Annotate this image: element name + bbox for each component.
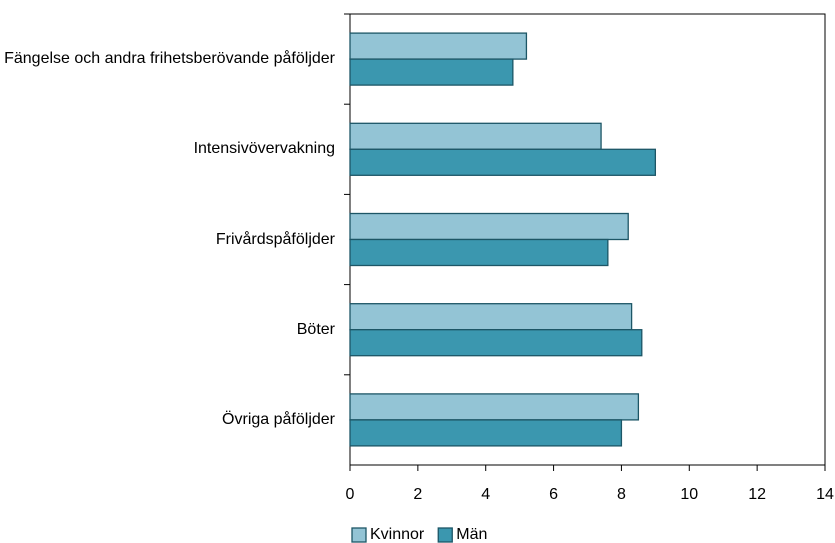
bar (349, 32, 528, 60)
x-tick-label: 8 (617, 486, 626, 503)
legend-swatch (437, 527, 453, 543)
bar (349, 212, 629, 241)
x-tick-label: 2 (413, 486, 422, 503)
bar (349, 58, 514, 86)
bar (349, 303, 633, 331)
bar (349, 329, 643, 357)
y-tick-label: Böter (296, 320, 335, 338)
bar (349, 148, 657, 176)
x-tick-label: 14 (816, 486, 834, 503)
x-tick-label: 12 (748, 486, 766, 503)
x-tick-label: 6 (549, 486, 558, 503)
y-tick-label: Intensivövervakning (193, 140, 335, 158)
y-tick-label: Frivårdspåföljder (215, 230, 335, 248)
y-tick-label: Övriga påföljder (222, 410, 335, 428)
legend-swatch (351, 527, 367, 543)
bar (349, 122, 602, 150)
x-tick-label: 10 (680, 486, 698, 503)
bar (349, 419, 623, 447)
y-tick-label: Fängelse och andra frihetsberövande påfö… (4, 50, 335, 68)
x-tick-label: 0 (346, 486, 355, 503)
bar (349, 393, 640, 421)
legend-label: Kvinnor (370, 526, 425, 543)
legend-label: Män (456, 526, 487, 543)
bar (349, 238, 609, 267)
x-tick-label: 4 (481, 486, 490, 503)
